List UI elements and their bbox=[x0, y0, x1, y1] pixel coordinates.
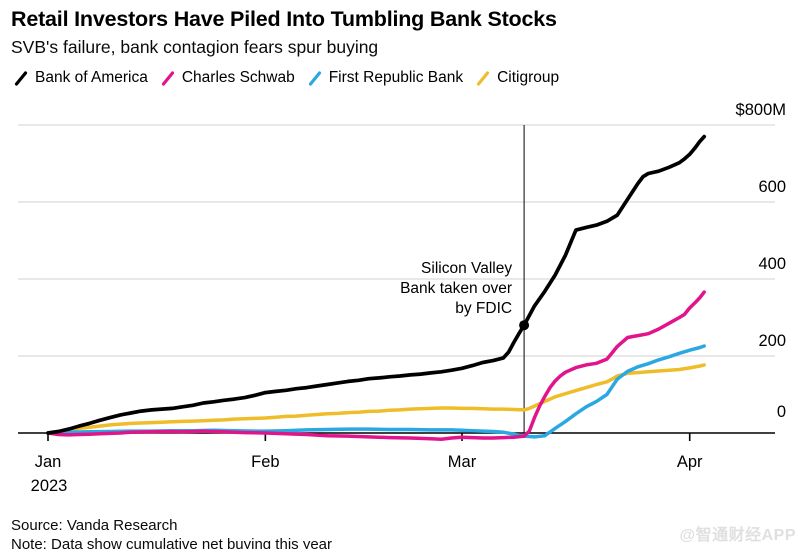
x-axis-year-label: 2023 bbox=[31, 477, 68, 495]
x-axis-label-feb: Feb bbox=[251, 453, 279, 471]
page-title: Retail Investors Have Piled Into Tumblin… bbox=[11, 7, 557, 31]
legend-label: Citigroup bbox=[497, 69, 560, 86]
svb-annotation-text-line-1: Silicon Valley bbox=[421, 260, 512, 277]
legend-slash-icon bbox=[477, 70, 490, 86]
watermark: @智通财经APP bbox=[679, 527, 796, 544]
legend-slash-icon bbox=[308, 70, 321, 86]
source-text: Source: Vanda Research bbox=[11, 517, 178, 534]
x-axis-label-apr: Apr bbox=[677, 453, 703, 471]
svb-marker-dot bbox=[519, 320, 530, 331]
x-axis-label-mar: Mar bbox=[448, 453, 477, 471]
y-axis-label-800: $800M bbox=[736, 101, 786, 119]
y-axis-label-600: 600 bbox=[758, 178, 786, 196]
x-axis-label-jan: Jan bbox=[35, 453, 62, 471]
legend-item-first-republic-bank: First Republic Bank bbox=[308, 69, 463, 87]
legend-label: Bank of America bbox=[35, 69, 148, 86]
series-line-citigroup bbox=[46, 363, 706, 435]
legend-label: Charles Schwab bbox=[181, 69, 295, 86]
legend-item-citigroup: Citigroup bbox=[476, 69, 559, 87]
y-axis-label-400: 400 bbox=[758, 255, 786, 273]
series-line-bank-of-america bbox=[46, 134, 707, 435]
legend: Bank of America Charles Schwab First Repub… bbox=[14, 69, 559, 87]
chart-subtitle: SVB's failure, bank contagion fears spur… bbox=[11, 37, 379, 57]
legend-item-bank-of-america: Bank of America bbox=[14, 69, 148, 87]
legend-slash-icon bbox=[14, 70, 28, 86]
legend-slash-icon bbox=[161, 70, 174, 86]
series-line-charles-schwab bbox=[46, 290, 706, 441]
svb-annotation-text-line-3: by FDIC bbox=[455, 300, 512, 317]
legend-item-charles-schwab: Charles Schwab bbox=[161, 69, 295, 87]
svb-annotation-text-line-2: Bank taken over bbox=[400, 280, 512, 297]
legend-label: First Republic Bank bbox=[328, 69, 464, 86]
note-text: Note: Data show cumulative net buying th… bbox=[11, 536, 332, 549]
y-axis-label-200: 200 bbox=[758, 332, 786, 350]
y-axis-label-0: 0 bbox=[777, 403, 786, 421]
